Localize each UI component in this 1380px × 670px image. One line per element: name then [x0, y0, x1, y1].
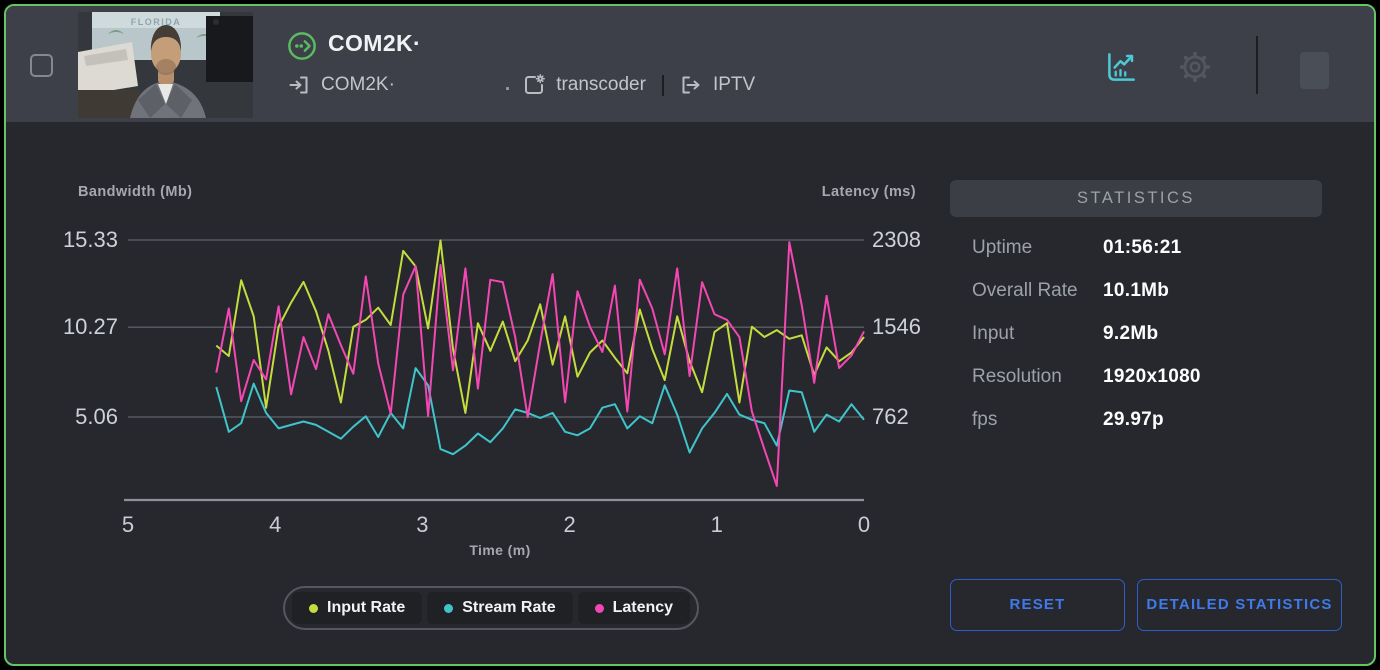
left-axis-tick: 5.06 [75, 404, 118, 429]
x-axis-title: Time (m) [469, 542, 531, 558]
transcoder-label: transcoder [556, 74, 646, 95]
input-name-label: COM2K· [321, 74, 395, 95]
right-axis-title: Latency (ms) [821, 184, 916, 200]
stream-title: COM2K· [328, 30, 422, 56]
series-line-latency [215, 241, 865, 487]
stat-row-uptime: Uptime 01:56:21 [972, 235, 1328, 278]
series-line-stream-rate [215, 367, 865, 456]
legend-item-stream-rate[interactable]: Stream Rate [427, 592, 573, 624]
output-icon [682, 76, 700, 94]
legend-item-input-rate[interactable]: Input Rate [292, 592, 423, 624]
stat-row-overall-rate: Overall Rate 10.1Mb [972, 278, 1328, 321]
output-name-label: IPTV [712, 74, 756, 95]
stat-value: 29.97p [1103, 409, 1164, 430]
stat-value: 01:56:21 [1103, 237, 1182, 258]
select-checkbox[interactable] [30, 54, 53, 77]
x-axis-tick: 2 [563, 512, 576, 537]
poster-text: FLORIDA [131, 17, 182, 27]
stat-label: Resolution [972, 366, 1062, 387]
statistics-rows: Uptime 01:56:21 Overall Rate 10.1Mb Input 9.2… [972, 235, 1328, 450]
reset-button[interactable]: RESET [950, 579, 1125, 631]
panel-handle-button[interactable] [1300, 52, 1329, 89]
x-axis-tick: 1 [710, 512, 723, 537]
series-line-input-rate [215, 239, 865, 414]
video-preview-thumbnail[interactable]: FLORIDA [78, 12, 253, 118]
stat-label: Uptime [972, 237, 1033, 258]
stream-status-icon [288, 32, 316, 60]
legend-item-latency[interactable]: Latency [577, 592, 691, 624]
video-thumbnail-image: FLORIDA [78, 12, 253, 118]
x-axis-tick: 5 [121, 512, 135, 537]
stat-row-resolution: Resolution 1920x1080 [972, 364, 1328, 407]
right-axis-tick: 1546 [872, 314, 921, 340]
stat-label: Input [972, 323, 1015, 344]
stat-value: 9.2Mb [1103, 323, 1159, 344]
legend-label: Latency [612, 599, 674, 616]
stat-row-fps: fps 29.97p [972, 407, 1328, 450]
chart-legend: Input Rate Stream Rate Latency [283, 586, 700, 630]
statistics-panel-header: STATISTICS [950, 180, 1322, 217]
stat-value: 1920x1080 [1103, 366, 1201, 387]
topbar: FLORIDA [6, 6, 1374, 122]
stat-label: fps [972, 409, 998, 430]
gear-icon [1179, 51, 1211, 83]
right-axis-tick: 2308 [872, 227, 921, 252]
stat-value: 10.1Mb [1103, 280, 1170, 301]
legend-dot [594, 603, 604, 613]
right-axis-tick: 762 [872, 404, 909, 429]
monitor-panel: FLORIDA [4, 4, 1376, 666]
stat-label: Overall Rate [972, 280, 1078, 301]
left-axis-tick: 10.27 [62, 314, 118, 340]
x-axis-tick: 0 [857, 512, 871, 537]
topbar-divider [1256, 36, 1258, 94]
legend-dot [309, 603, 318, 613]
left-axis-title: Bandwidth (Mb) [78, 184, 193, 200]
breadcrumb-dot: . [504, 74, 511, 95]
x-axis-tick: 4 [269, 512, 282, 537]
transcoder-icon [525, 74, 546, 94]
breadcrumb-pipe-separator [661, 74, 664, 96]
statistics-chart-button[interactable] [1102, 48, 1140, 86]
legend-label: Stream Rate [462, 599, 556, 616]
detailed-statistics-button[interactable]: DETAILED STATISTICS [1137, 579, 1342, 631]
chart-icon [1108, 53, 1135, 81]
legend-label: Input Rate [327, 599, 406, 616]
left-axis-tick: 15.33 [62, 227, 118, 252]
settings-button[interactable] [1176, 48, 1214, 86]
pipeline-breadcrumb: COM2K· . transcoder IPTV [287, 72, 755, 98]
x-axis-tick: 3 [416, 512, 429, 537]
bandwidth-latency-chart [124, 239, 865, 502]
legend-dot [444, 603, 454, 613]
input-icon [289, 76, 308, 94]
stat-row-input: Input 9.2Mb [972, 321, 1328, 364]
